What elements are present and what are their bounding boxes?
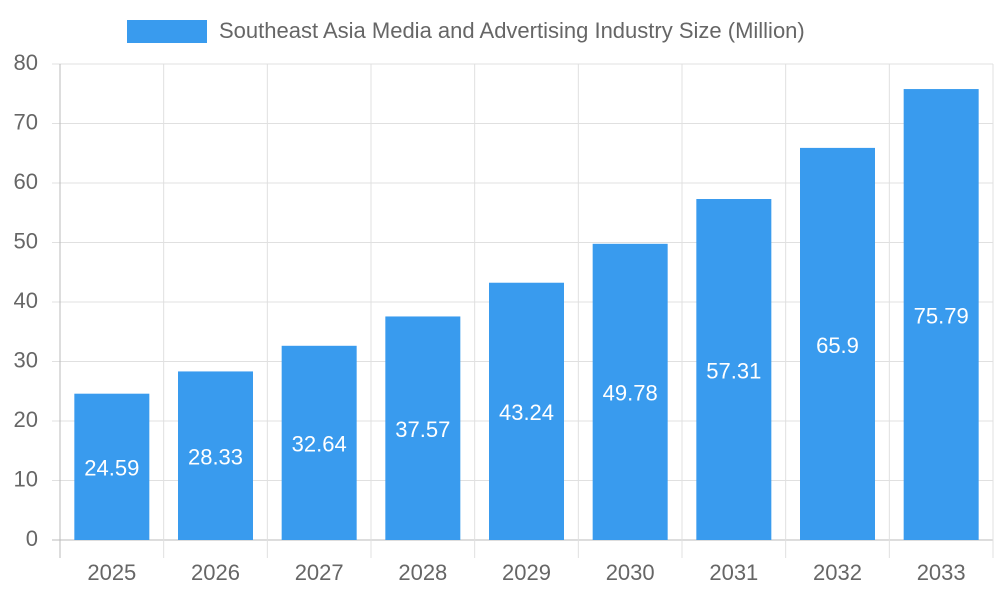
y-tick-label: 80 [14, 50, 38, 75]
value-label: 49.78 [603, 381, 658, 406]
bar [385, 316, 461, 540]
legend: Southeast Asia Media and Advertising Ind… [127, 18, 805, 43]
bar [800, 147, 875, 540]
legend-label: Southeast Asia Media and Advertising Ind… [219, 18, 805, 43]
value-label: 24.59 [84, 456, 139, 481]
x-tick-label: 2031 [709, 560, 758, 585]
x-tick-label: 2027 [295, 560, 344, 585]
value-label: 32.64 [292, 432, 347, 457]
bar [903, 89, 979, 540]
x-tick-label: 2029 [502, 560, 551, 585]
y-tick-label: 70 [14, 109, 38, 134]
value-label: 43.24 [499, 400, 554, 425]
x-tick-label: 2030 [606, 560, 655, 585]
y-tick-label: 10 [14, 466, 38, 491]
value-label: 65.9 [816, 333, 859, 358]
y-tick-label: 50 [14, 228, 38, 253]
value-label: 57.31 [706, 358, 761, 383]
bar [178, 371, 253, 540]
x-tick-label: 2028 [398, 560, 447, 585]
value-label: 37.57 [395, 417, 450, 442]
value-label: 75.79 [914, 303, 969, 328]
bar [592, 243, 668, 540]
y-tick-label: 20 [14, 407, 38, 432]
bar [281, 345, 357, 540]
y-tick-label: 60 [14, 169, 38, 194]
value-label: 28.33 [188, 445, 243, 470]
x-tick-label: 2032 [813, 560, 862, 585]
x-tick-label: 2025 [87, 560, 136, 585]
x-tick-label: 2033 [917, 560, 966, 585]
bar [696, 199, 772, 540]
bar [489, 282, 564, 540]
y-tick-label: 40 [14, 288, 38, 313]
bar [74, 393, 150, 540]
y-tick-label: 0 [26, 526, 38, 551]
x-tick-label: 2026 [191, 560, 240, 585]
legend-swatch [127, 20, 207, 43]
y-tick-label: 30 [14, 347, 38, 372]
